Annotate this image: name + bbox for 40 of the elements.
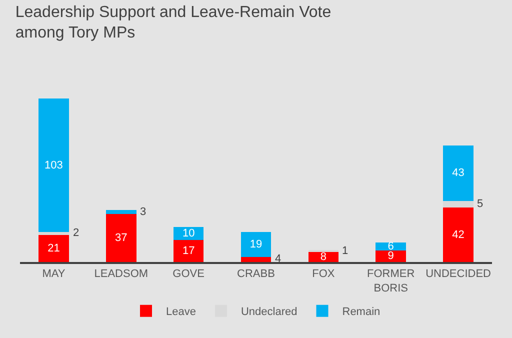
- data-label: 17: [182, 244, 195, 257]
- data-label: 6: [388, 240, 394, 252]
- data-label: 2: [73, 227, 80, 239]
- bar: [443, 208, 474, 262]
- data-label: 1: [342, 245, 348, 257]
- data-label: 8: [320, 250, 326, 263]
- data-label: 37: [115, 232, 128, 244]
- bar: [173, 240, 204, 262]
- data-label: 21: [48, 242, 60, 254]
- x-tick-label: FOX: [312, 268, 336, 280]
- data-label: 3: [140, 206, 146, 218]
- bar: [240, 232, 272, 257]
- bar: [106, 214, 136, 262]
- data-label: 19: [250, 238, 262, 250]
- x-tick-label: GOVE: [172, 268, 204, 280]
- bar: [443, 145, 474, 202]
- x-tick-label: MAY: [42, 268, 66, 280]
- x-tick-label: UNDECIDED: [426, 268, 492, 280]
- chart-title: Leadership Support and Leave-Remain Vote among Tory MPs: [15, 4, 332, 42]
- data-label: 42: [452, 228, 464, 241]
- bar: [106, 210, 136, 214]
- data-label: 5: [477, 198, 484, 210]
- legend-label: Remain: [342, 306, 380, 318]
- bar: [443, 201, 474, 208]
- data-label: 43: [452, 167, 464, 180]
- data-label: 10: [182, 227, 195, 240]
- bar: [376, 242, 406, 250]
- bar: [38, 232, 69, 235]
- data-label: 4: [275, 253, 282, 265]
- x-tick-label: FORMER BORIS: [367, 268, 415, 294]
- bar: [38, 98, 69, 232]
- x-tick-label: LEADSOM: [94, 268, 148, 280]
- bar: [240, 256, 272, 262]
- data-label: 103: [44, 159, 63, 172]
- x-tick-label: CRABB: [237, 268, 275, 280]
- bar: [376, 250, 406, 262]
- data-label: 9: [388, 250, 394, 262]
- legend-label: Undeclared: [240, 306, 298, 318]
- legend-label: Leave: [166, 306, 196, 318]
- bar: [38, 234, 69, 262]
